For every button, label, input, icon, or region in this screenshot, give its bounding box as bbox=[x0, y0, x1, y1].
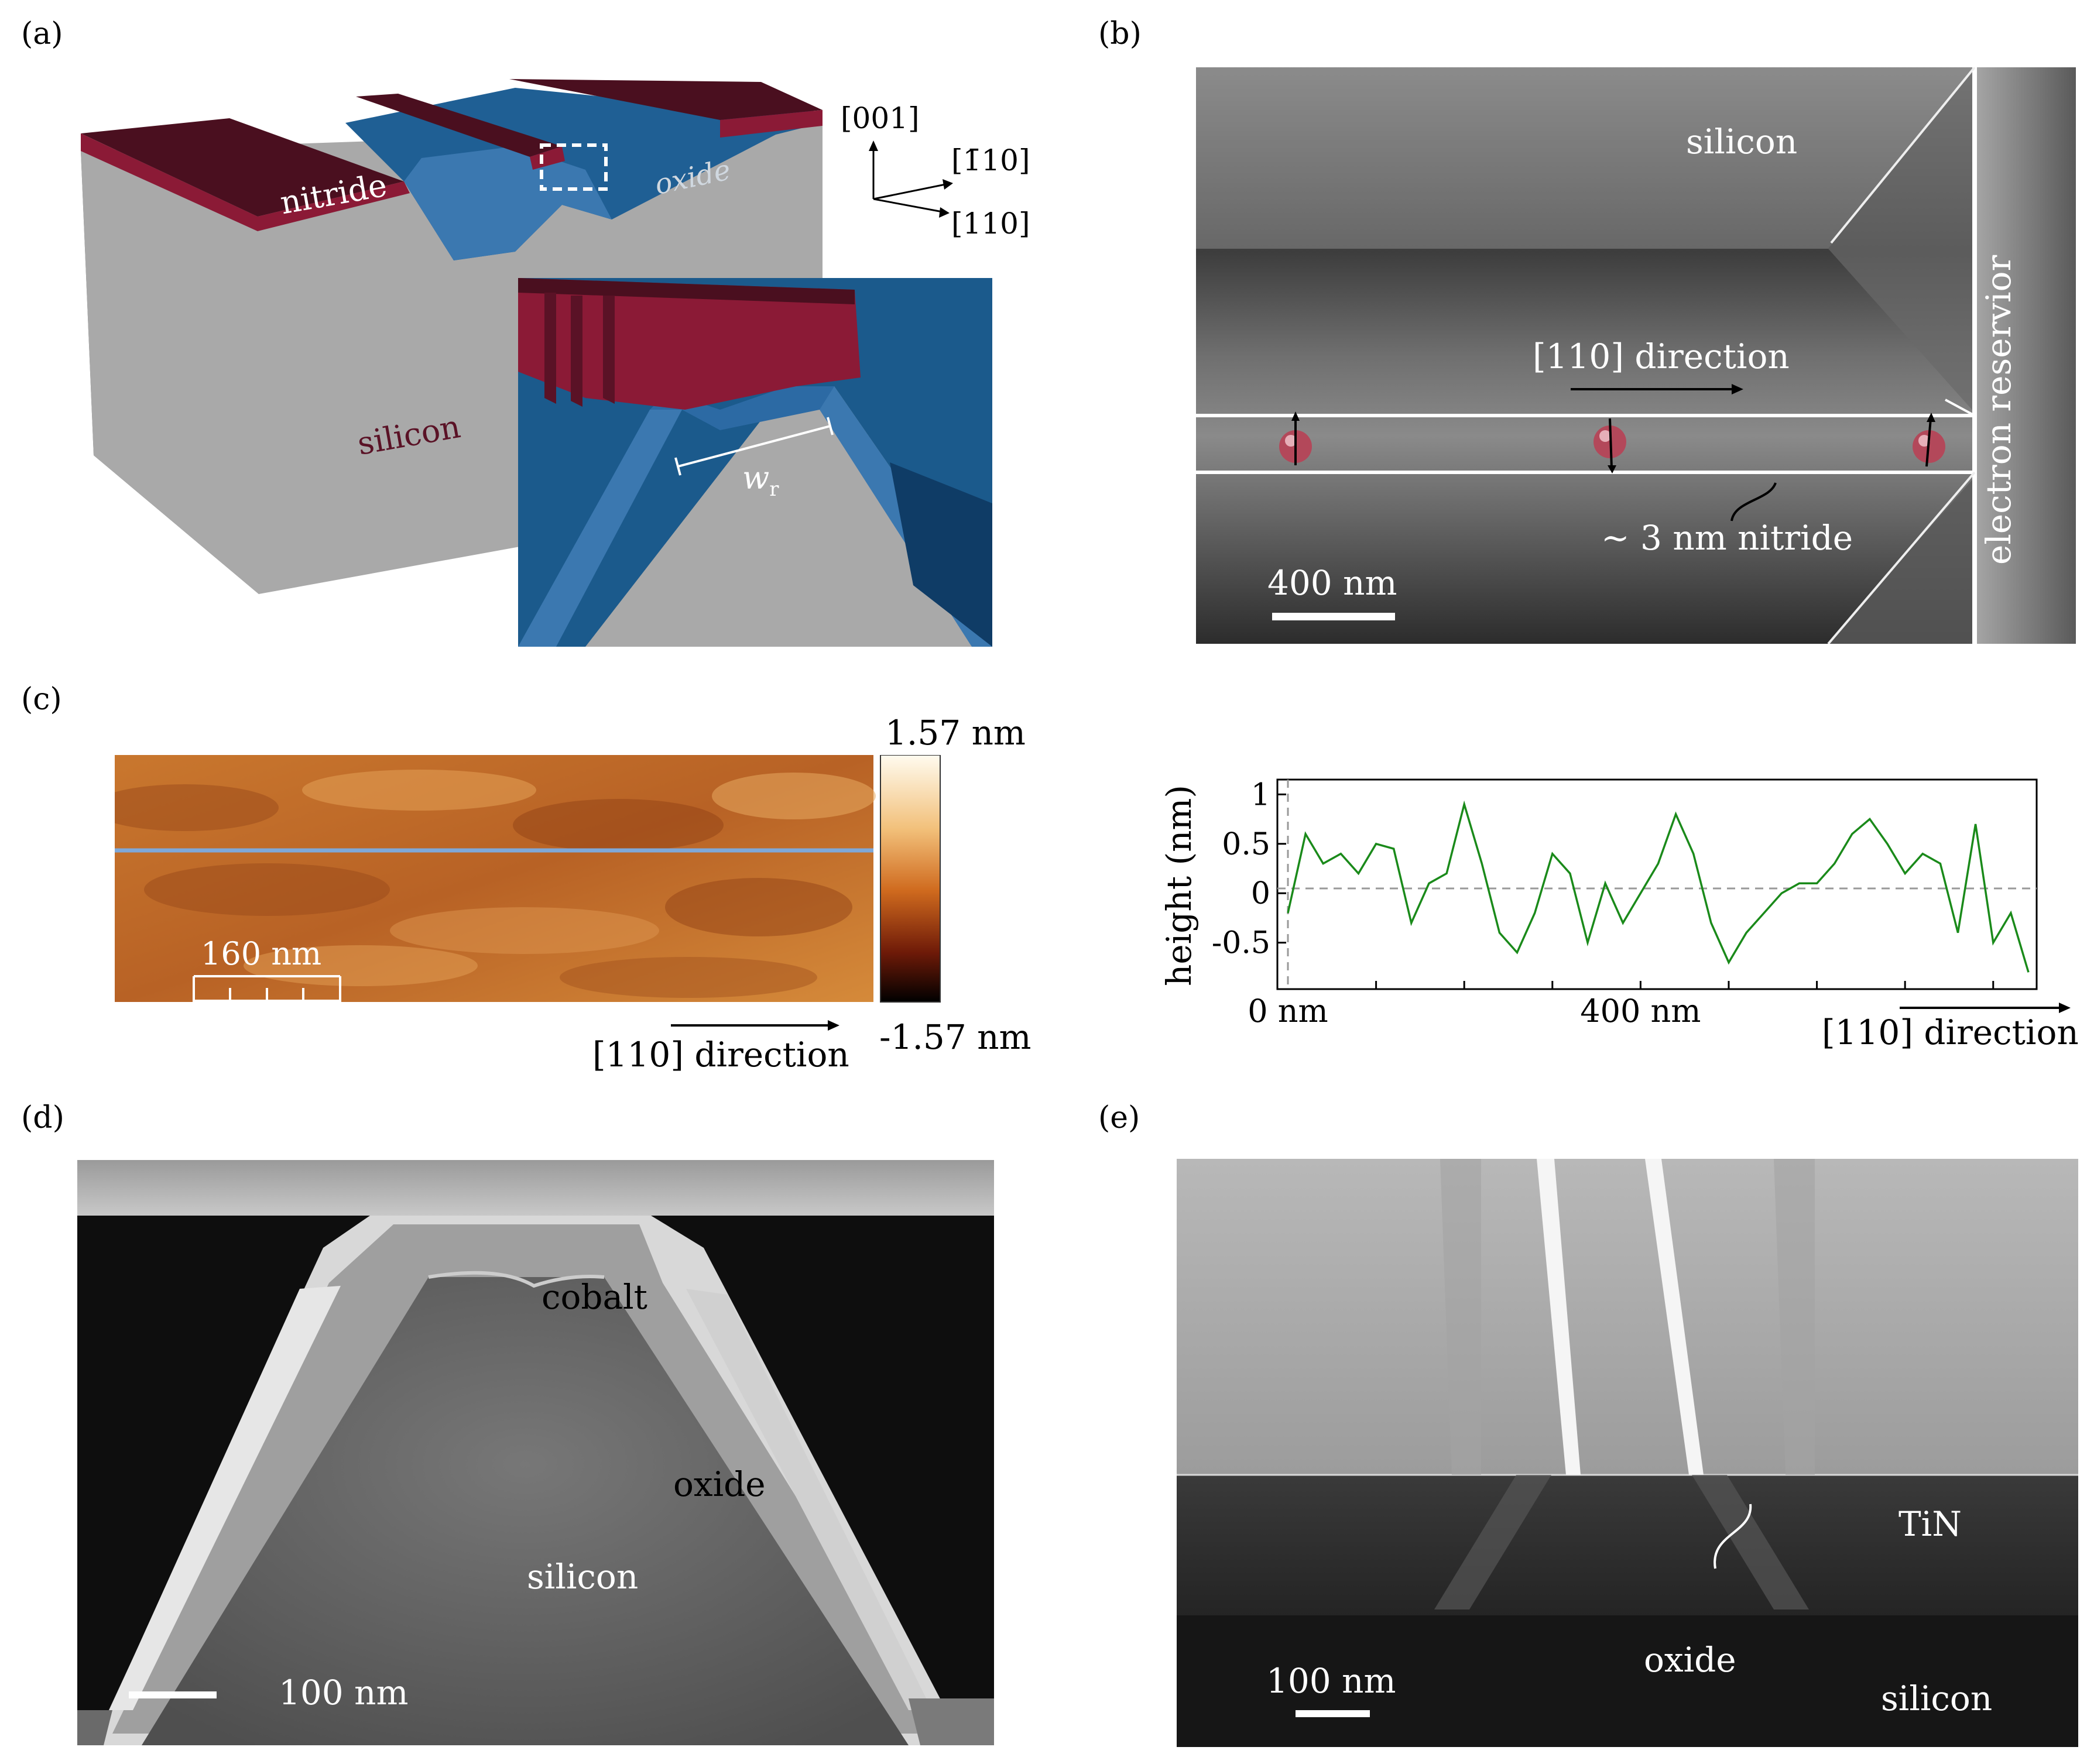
y-tick-label: 0.5 bbox=[1222, 827, 1270, 862]
zoom-box bbox=[540, 143, 608, 191]
height-profile-chart: 1 0.5 0 -0.5 0 nm 400 nm bbox=[1212, 777, 2071, 1029]
silicon-label-e: silicon bbox=[1881, 1679, 1993, 1718]
scalebar-d bbox=[129, 1691, 217, 1698]
tin-label: TiN bbox=[1898, 1504, 1962, 1544]
oxide-label-d: oxide bbox=[673, 1464, 766, 1504]
colorbar-min: -1.57 nm bbox=[879, 1017, 1031, 1057]
silicon-label-d: silicon bbox=[527, 1557, 639, 1597]
panel-a-schematic bbox=[81, 79, 992, 647]
y-tick-label: 0 bbox=[1251, 876, 1270, 911]
direction-label-b: [110] direction bbox=[1533, 337, 1790, 376]
colorbar bbox=[880, 755, 941, 1003]
nitride-top-left bbox=[81, 118, 404, 217]
nitride-label-b: ~ 3 nm nitride bbox=[1601, 518, 1853, 558]
image-direction-label: [110] direction bbox=[592, 1035, 849, 1075]
y-axis-label: height (nm) bbox=[1159, 784, 1199, 986]
silicon-label-b: silicon bbox=[1686, 122, 1798, 162]
scalebar-e bbox=[1296, 1710, 1370, 1717]
height-series bbox=[1287, 800, 2030, 973]
cobalt-label: cobalt bbox=[542, 1277, 647, 1317]
plot-direction-label: [110] direction bbox=[1822, 1013, 2079, 1052]
electron-reservoir-label: electron reservior bbox=[1979, 255, 2019, 565]
colorbar-max: 1.57 nm bbox=[885, 713, 1026, 753]
nitride-top-right bbox=[509, 79, 823, 120]
scalebar-c bbox=[193, 975, 341, 1002]
x-tick-label: 400 nm bbox=[1580, 993, 1701, 1029]
nitride-ridge bbox=[356, 94, 562, 157]
scalebar-label-b: 400 nm bbox=[1267, 563, 1397, 603]
x-tick-label: 0 nm bbox=[1248, 993, 1328, 1029]
inset-silicon bbox=[585, 386, 992, 647]
panel-label-b: (b) bbox=[1098, 16, 1142, 52]
panel-label-c: (c) bbox=[21, 682, 62, 717]
y-tick-label: 1 bbox=[1251, 777, 1270, 812]
panel-e-sem bbox=[1177, 1159, 2078, 1747]
axis-110-label: [110] bbox=[951, 207, 1030, 241]
scalebar-label-e: 100 nm bbox=[1266, 1661, 1396, 1701]
axis-001-label: [001] bbox=[841, 101, 920, 135]
panel-b-sem bbox=[1196, 67, 2076, 644]
y-tick-label: -0.5 bbox=[1212, 926, 1270, 961]
scalebar-label-d: 100 nm bbox=[279, 1673, 409, 1712]
scalebar-b bbox=[1272, 613, 1395, 620]
panel-d-sem bbox=[77, 1160, 994, 1745]
panel-label-d: (d) bbox=[21, 1100, 64, 1135]
plot-frame bbox=[1276, 778, 2038, 990]
panel-label-e: (e) bbox=[1098, 1100, 1140, 1135]
wr-label: wr bbox=[742, 459, 779, 501]
oxide-trench-lit bbox=[404, 146, 612, 260]
scalebar-label-c: 160 nm bbox=[201, 935, 322, 972]
axis-m110-label: [1̄10] bbox=[951, 143, 1030, 177]
panel-c-afm bbox=[115, 755, 941, 1031]
oxide-label-e: oxide bbox=[1644, 1640, 1736, 1680]
panel-label-a: (a) bbox=[21, 16, 63, 52]
